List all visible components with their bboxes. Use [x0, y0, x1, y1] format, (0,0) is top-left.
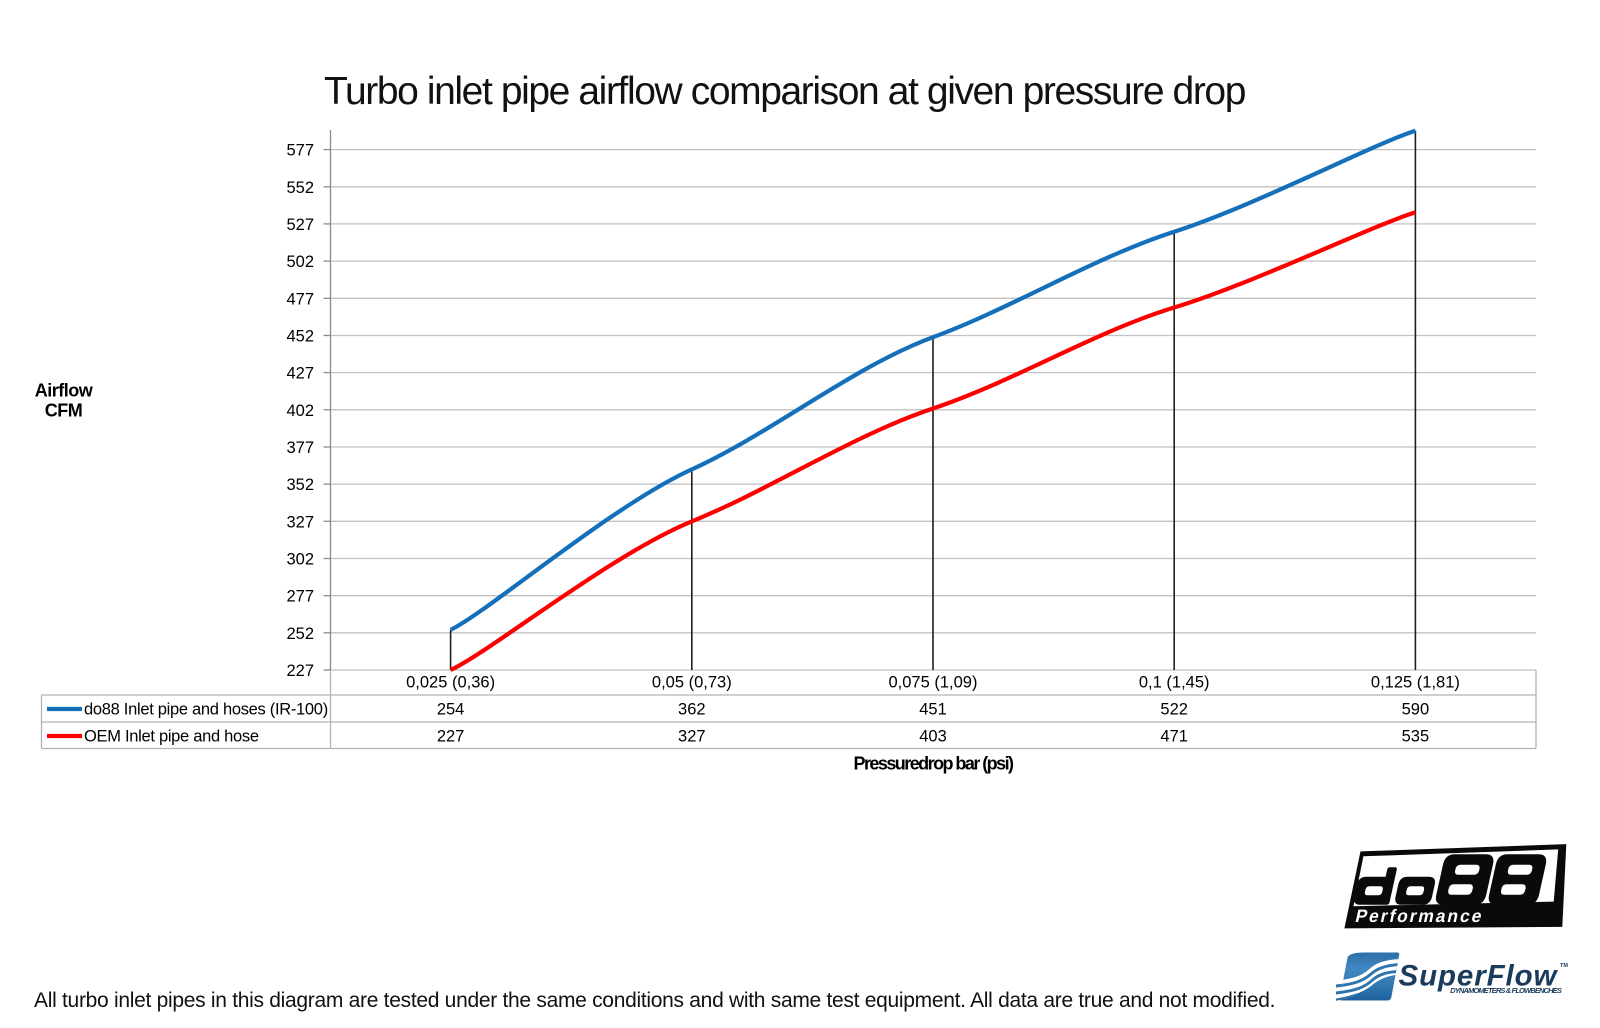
svg-text:Pressuredrop bar (psi): Pressuredrop bar (psi): [854, 754, 1015, 774]
svg-text:590: 590: [1402, 701, 1430, 719]
svg-text:Performance: Performance: [1354, 906, 1486, 926]
svg-text:577: 577: [286, 142, 314, 160]
svg-text:OEM Inlet pipe and hose: OEM Inlet pipe and hose: [84, 728, 259, 746]
svg-text:327: 327: [678, 728, 706, 746]
svg-text:Airflow: Airflow: [35, 381, 94, 401]
svg-text:277: 277: [286, 588, 314, 606]
svg-text:302: 302: [286, 551, 314, 569]
svg-text:402: 402: [286, 402, 314, 420]
svg-text:0,05 (0,73): 0,05 (0,73): [652, 674, 732, 692]
svg-text:227: 227: [286, 662, 314, 680]
svg-text:403: 403: [919, 728, 947, 746]
svg-text:527: 527: [286, 216, 314, 234]
svg-text:254: 254: [437, 701, 465, 719]
svg-text:0,1 (1,45): 0,1 (1,45): [1139, 674, 1210, 692]
svg-text:352: 352: [286, 476, 314, 494]
svg-text:252: 252: [286, 625, 314, 643]
svg-text:0,025 (0,36): 0,025 (0,36): [406, 674, 495, 692]
svg-text:CFM: CFM: [45, 401, 83, 421]
svg-text:SuperFlow: SuperFlow: [1399, 960, 1559, 993]
svg-text:DYNAMOMETERS & FLOWBENCHES: DYNAMOMETERS & FLOWBENCHES: [1450, 986, 1562, 995]
svg-text:502: 502: [286, 253, 314, 271]
svg-text:Turbo inlet pipe airflow compa: Turbo inlet pipe airflow comparison at g…: [324, 70, 1246, 113]
svg-text:552: 552: [286, 179, 314, 197]
svg-text:427: 427: [286, 365, 314, 383]
svg-text:227: 227: [437, 728, 465, 746]
svg-text:522: 522: [1160, 701, 1188, 719]
svg-text:TM: TM: [1560, 963, 1568, 969]
svg-text:535: 535: [1402, 728, 1430, 746]
svg-text:477: 477: [286, 290, 314, 308]
svg-text:All turbo inlet pipes in this: All turbo inlet pipes in this diagram ar…: [34, 989, 1275, 1012]
svg-text:471: 471: [1160, 728, 1188, 746]
svg-text:0,075 (1,09): 0,075 (1,09): [889, 674, 978, 692]
svg-text:452: 452: [286, 328, 314, 346]
svg-text:451: 451: [919, 701, 947, 719]
svg-text:do88 Inlet pipe and hoses (IR-: do88 Inlet pipe and hoses (IR-100): [84, 701, 328, 719]
svg-text:327: 327: [286, 513, 314, 531]
svg-text:362: 362: [678, 701, 706, 719]
svg-text:0,125 (1,81): 0,125 (1,81): [1371, 674, 1460, 692]
svg-text:377: 377: [286, 439, 314, 457]
